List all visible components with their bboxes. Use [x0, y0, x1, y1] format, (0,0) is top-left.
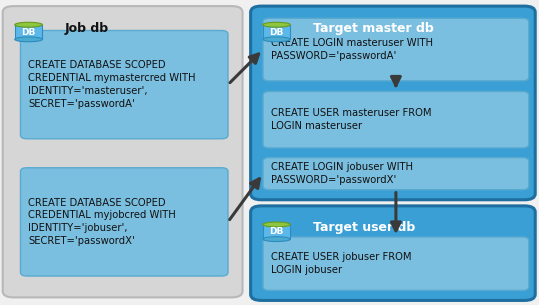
- Text: Job db: Job db: [65, 22, 109, 34]
- FancyBboxPatch shape: [262, 25, 291, 39]
- FancyBboxPatch shape: [262, 224, 291, 239]
- Text: CREATE LOGIN masteruser WITH
PASSWORD='passwordA': CREATE LOGIN masteruser WITH PASSWORD='p…: [271, 38, 433, 61]
- FancyBboxPatch shape: [263, 18, 529, 81]
- Ellipse shape: [15, 37, 43, 42]
- Text: DB: DB: [270, 27, 284, 37]
- FancyBboxPatch shape: [263, 158, 529, 190]
- FancyBboxPatch shape: [263, 92, 529, 148]
- Text: CREATE USER jobuser FROM
LOGIN jobuser: CREATE USER jobuser FROM LOGIN jobuser: [271, 252, 411, 275]
- Ellipse shape: [262, 222, 291, 227]
- Text: CREATE LOGIN jobuser WITH
PASSWORD='passwordX': CREATE LOGIN jobuser WITH PASSWORD='pass…: [271, 162, 412, 185]
- FancyBboxPatch shape: [251, 6, 535, 200]
- Ellipse shape: [15, 22, 43, 27]
- Text: CREATE DATABASE SCOPED
CREDENTIAL myjobcred WITH
IDENTITY='jobuser',
SECRET='pas: CREATE DATABASE SCOPED CREDENTIAL myjobc…: [28, 198, 176, 246]
- FancyBboxPatch shape: [20, 168, 228, 276]
- FancyBboxPatch shape: [15, 25, 43, 39]
- Text: DB: DB: [270, 227, 284, 236]
- FancyBboxPatch shape: [251, 206, 535, 300]
- Text: DB: DB: [22, 27, 36, 37]
- Text: CREATE USER masteruser FROM
LOGIN masteruser: CREATE USER masteruser FROM LOGIN master…: [271, 108, 431, 131]
- Ellipse shape: [262, 22, 291, 27]
- FancyBboxPatch shape: [263, 237, 529, 290]
- FancyBboxPatch shape: [20, 30, 228, 139]
- Text: Target user db: Target user db: [313, 221, 415, 234]
- Ellipse shape: [262, 237, 291, 242]
- Ellipse shape: [262, 37, 291, 42]
- Text: Target master db: Target master db: [313, 22, 433, 34]
- Text: CREATE DATABASE SCOPED
CREDENTIAL mymastercred WITH
IDENTITY='masteruser',
SECRE: CREATE DATABASE SCOPED CREDENTIAL mymast…: [28, 60, 196, 109]
- FancyBboxPatch shape: [3, 6, 243, 297]
